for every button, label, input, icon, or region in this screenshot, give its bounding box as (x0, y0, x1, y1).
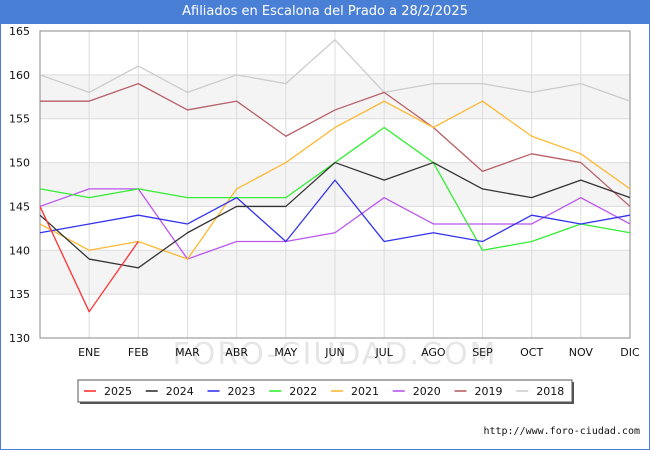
y-tick-label: 130 (9, 332, 30, 345)
legend-box (77, 379, 573, 403)
chart-title: Afiliados en Escalona del Prado a 28/2/2… (0, 0, 650, 24)
series-lines (39, 39, 631, 313)
x-tick-label: ABR (225, 346, 248, 359)
x-tick-label: MAR (175, 346, 200, 359)
series-line-2024 (39, 161, 631, 269)
x-tick-label: MAY (274, 346, 297, 359)
legend-label-2019: 2019 (475, 385, 503, 398)
x-tick-label: DIC (620, 346, 640, 359)
grid-lines (39, 30, 631, 339)
y-tick-label: 145 (9, 200, 30, 213)
y-tick-label: 165 (9, 25, 30, 38)
watermark: FORO-CIUDAD.COM (173, 337, 498, 372)
y-tick-label: 160 (9, 69, 30, 82)
series-line-2025 (39, 206, 139, 313)
series-line-2019 (40, 82, 631, 207)
x-tick-label: SEP (472, 346, 493, 359)
x-tick-label: AGO (421, 346, 446, 359)
y-tick-label: 150 (9, 157, 30, 170)
x-tick-label: JUN (324, 346, 345, 359)
legend-label-2024: 2024 (166, 385, 194, 398)
y-tick-label: 135 (9, 288, 30, 301)
x-axis-ticks: ENE FEB MAR ABR MAY JUN JUL AGO SEP OCT NOV DIC (78, 346, 640, 359)
series-line-2023 (39, 179, 631, 243)
legend-label-2025: 2025 (104, 385, 132, 398)
legend-label-2018: 2018 (536, 385, 564, 398)
y-tick-label: 140 (9, 244, 30, 257)
legend: 2025 2024 2023 2022 2021 2020 2019 2018 (77, 379, 574, 404)
legend-label-2023: 2023 (228, 385, 256, 398)
legend-label-2022: 2022 (289, 385, 317, 398)
y-axis-ticks: 130 135 140 145 150 155 160 165 (9, 25, 30, 345)
x-tick-label: NOV (569, 346, 594, 359)
x-tick-label: FEB (128, 346, 149, 359)
plot-border (39, 30, 631, 339)
x-tick-label: JUL (374, 346, 393, 359)
series-line-2018 (39, 39, 631, 102)
legend-label-2020: 2020 (413, 385, 441, 398)
y-tick-label: 155 (9, 113, 30, 126)
source-url[interactable]: http://www.foro-ciudad.com (483, 426, 640, 437)
x-tick-label: ENE (78, 346, 100, 359)
x-tick-label: OCT (520, 346, 543, 359)
legend-label-2021: 2021 (351, 385, 379, 398)
